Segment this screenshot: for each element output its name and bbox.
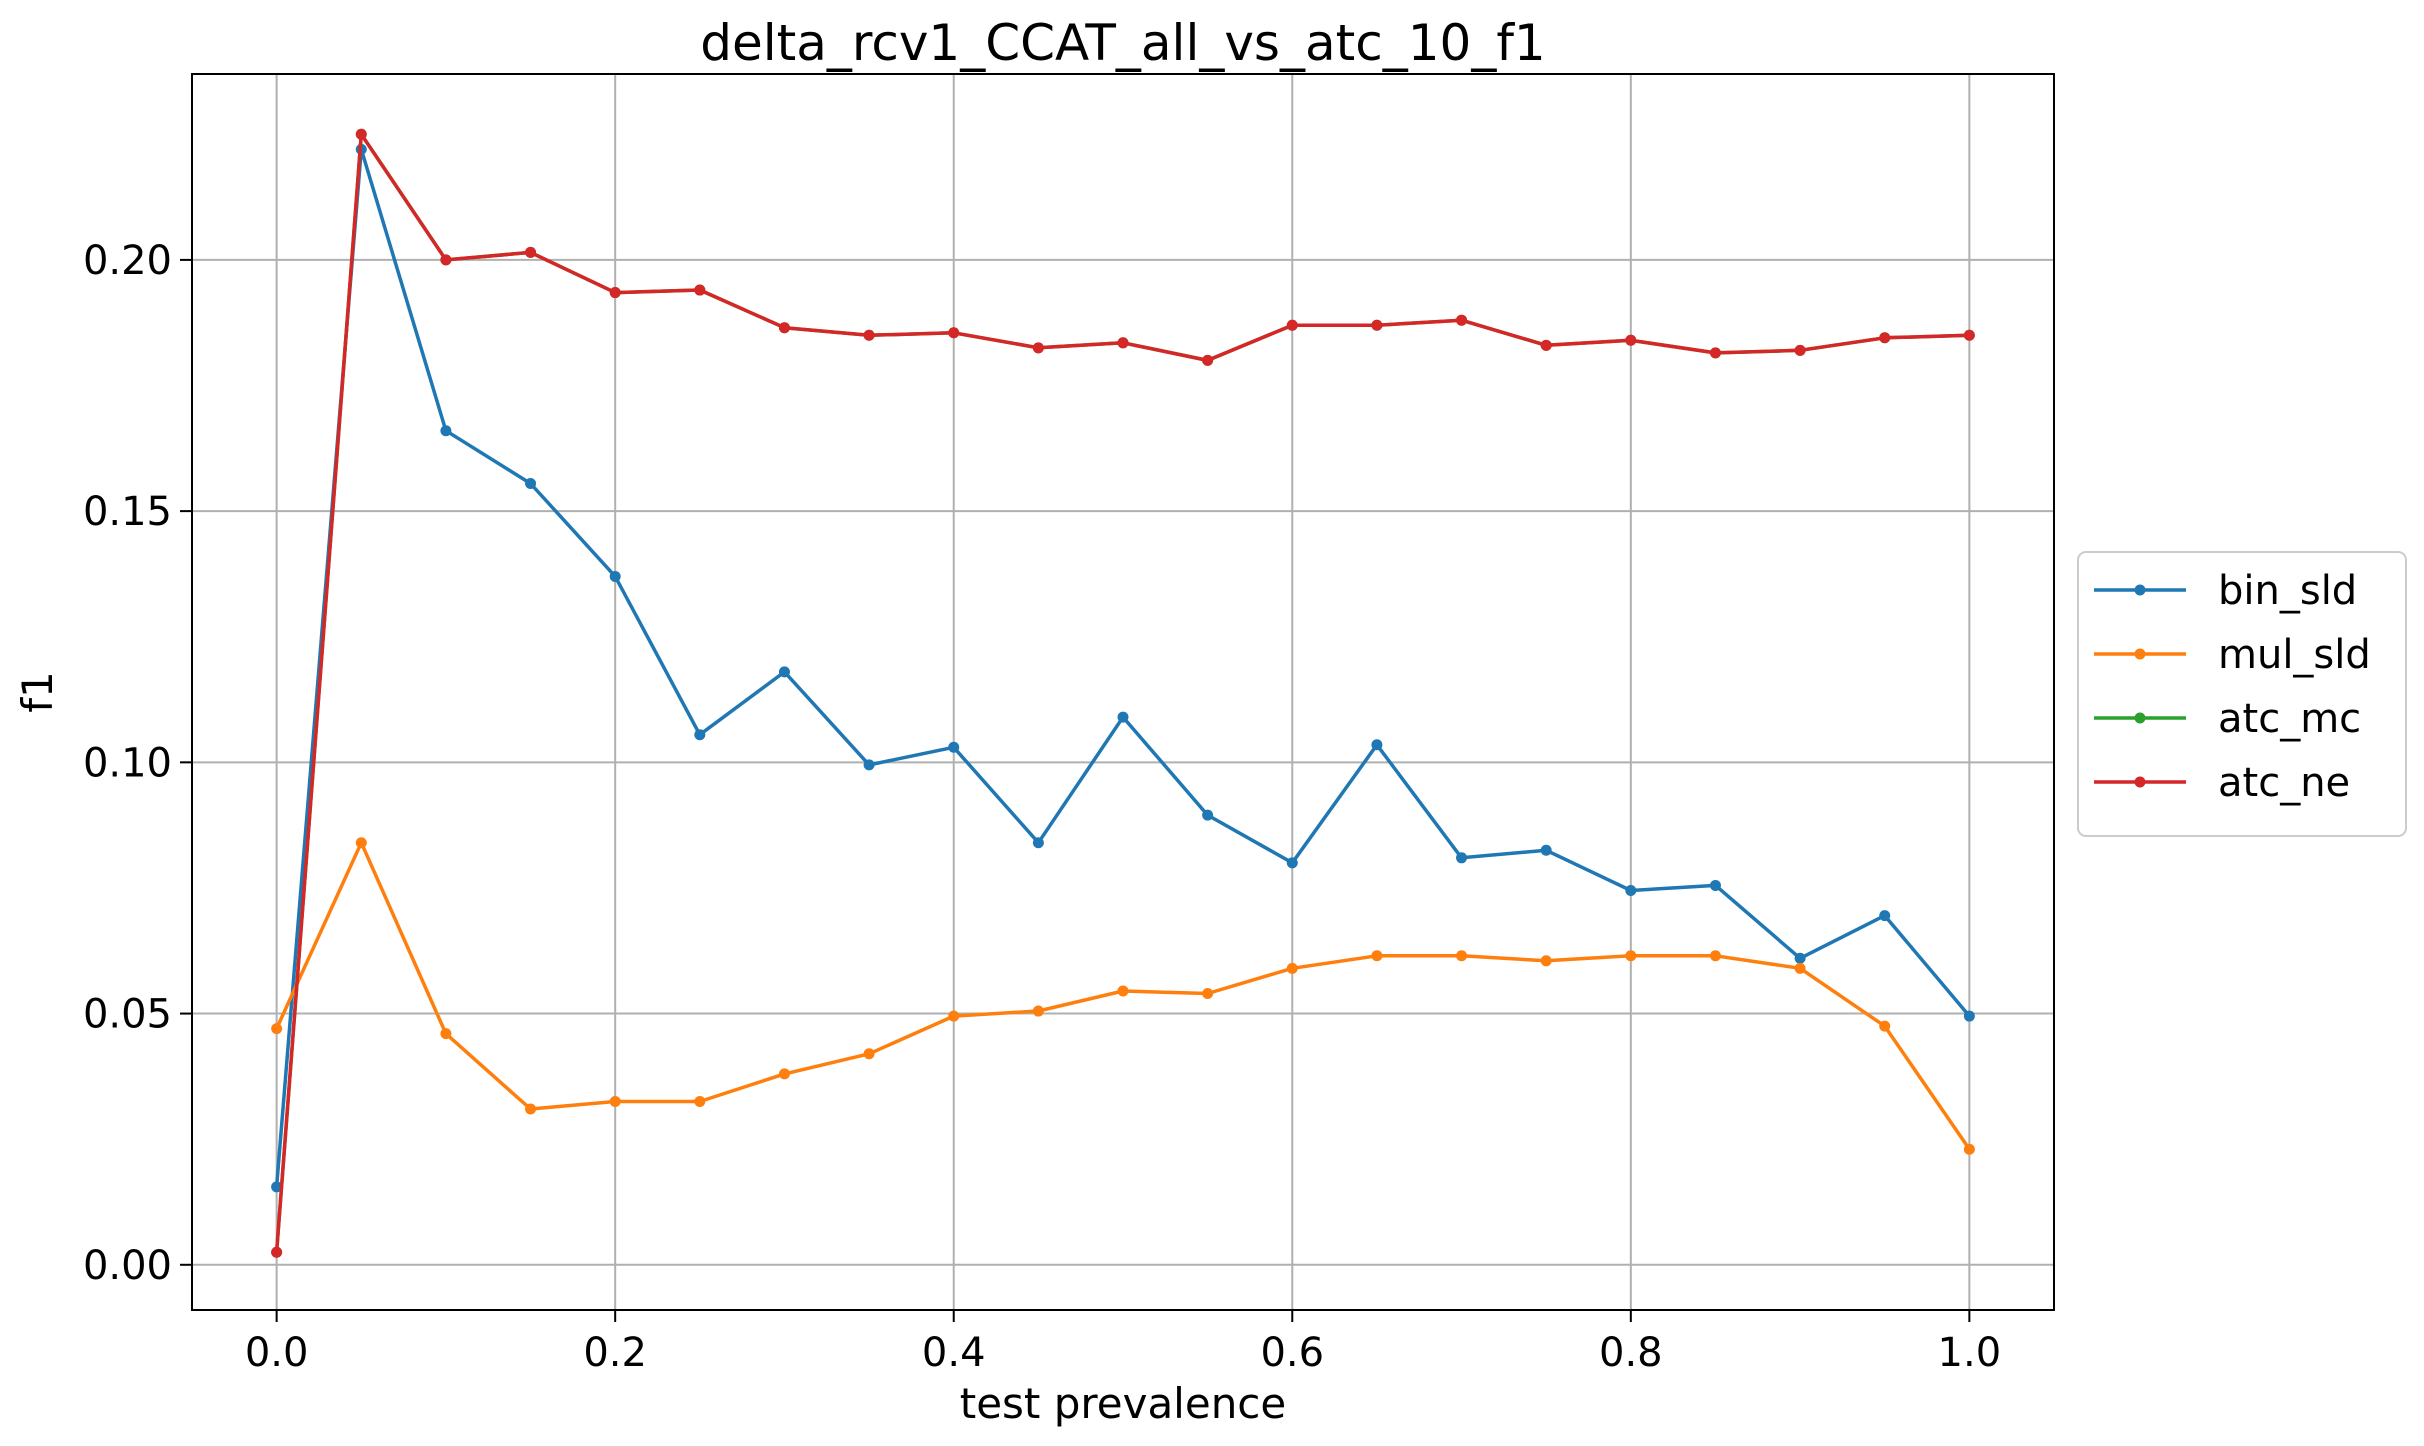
data-point (1032, 837, 1044, 849)
data-point (1202, 987, 1214, 999)
data-point (1032, 342, 1044, 354)
data-point (355, 837, 367, 849)
y-tick-label: 0.00 (83, 1243, 172, 1289)
data-point (1286, 857, 1298, 869)
data-point (1625, 950, 1637, 962)
data-point (948, 327, 960, 339)
data-point (271, 1246, 283, 1258)
data-point (1794, 962, 1806, 974)
data-point (271, 1181, 283, 1193)
data-point (1286, 319, 1298, 331)
legend-marker (2134, 712, 2146, 724)
data-point (863, 1048, 875, 1060)
data-point (609, 1095, 621, 1107)
x-axis-title: test prevalence (960, 1379, 1287, 1428)
legend-label: atc_mc (2218, 696, 2361, 742)
data-point (1286, 962, 1298, 974)
y-tick-label: 0.15 (83, 489, 172, 535)
data-point (1879, 910, 1891, 922)
y-tick-label: 0.10 (83, 740, 172, 786)
series-atc-ne (271, 128, 1975, 1258)
series-mul-sld (271, 837, 1975, 1155)
legend-entry: bin_sld (2094, 568, 2357, 614)
legend-entry: mul_sld (2094, 632, 2371, 678)
data-point (355, 128, 367, 140)
data-point (1202, 354, 1214, 366)
data-point (778, 1068, 790, 1080)
data-point (440, 1028, 452, 1040)
grid (192, 74, 2054, 1310)
data-point (1117, 985, 1129, 997)
data-point (1117, 337, 1129, 349)
data-point (1371, 319, 1383, 331)
data-point (1963, 1010, 1975, 1022)
x-tick-label: 0.4 (922, 1330, 986, 1376)
chart-title: delta_rcv1_CCAT_all_vs_atc_10_f1 (700, 14, 1546, 72)
data-point (1032, 1005, 1044, 1017)
data-point (694, 729, 706, 741)
data-point (694, 1095, 706, 1107)
data-point (1879, 332, 1891, 344)
data-point (1540, 339, 1552, 351)
data-point (609, 570, 621, 582)
data-point (1456, 950, 1468, 962)
data-point (1794, 952, 1806, 964)
data-point (1879, 1020, 1891, 1032)
legend: bin_sld mul_sld atc_mc atc_ne (2077, 551, 2407, 837)
data-point (694, 284, 706, 296)
data-point (1456, 314, 1468, 326)
legend-frame (2077, 551, 2407, 837)
series-lines (271, 128, 1975, 1258)
legend-label: bin_sld (2218, 568, 2357, 614)
data-point (1117, 711, 1129, 723)
data-point (1371, 739, 1383, 751)
data-point (948, 1010, 960, 1022)
plot-area-frame (191, 73, 2055, 1311)
data-point (948, 741, 960, 753)
legend-marker (2134, 584, 2146, 596)
data-point (1202, 809, 1214, 821)
data-point (1540, 844, 1552, 856)
data-point (1963, 1143, 1975, 1155)
x-tick-label: 0.2 (583, 1330, 647, 1376)
legend-entry: atc_ne (2094, 760, 2350, 806)
data-point (1540, 955, 1552, 967)
data-point (778, 322, 790, 334)
data-point (863, 329, 875, 341)
data-point (1625, 884, 1637, 896)
y-axis-title: f1 (13, 671, 62, 713)
x-tick-label: 0.8 (1599, 1330, 1663, 1376)
data-point (525, 1103, 537, 1115)
x-tick-label: 0.0 (245, 1330, 309, 1376)
data-point (1371, 950, 1383, 962)
data-point (1625, 334, 1637, 346)
y-tick-label: 0.05 (83, 992, 172, 1038)
data-point (440, 425, 452, 437)
legend-marker (2134, 648, 2146, 660)
data-point (1709, 347, 1721, 359)
x-tick-label: 1.0 (1938, 1330, 2002, 1376)
data-point (778, 666, 790, 678)
data-point (1709, 879, 1721, 891)
x-tick-label: 0.6 (1260, 1330, 1324, 1376)
legend-entry: atc_mc (2094, 696, 2361, 742)
axis-ticks: 0.0 0.2 0.4 0.6 0.8 1.0 0.00 0.05 0.10 0.15 0.20 (83, 238, 2001, 1376)
data-point (1963, 329, 1975, 341)
data-point (1794, 344, 1806, 356)
data-point (440, 254, 452, 266)
data-point (525, 246, 537, 258)
data-point (1709, 950, 1721, 962)
y-tick-label: 0.20 (83, 238, 172, 284)
data-point (1456, 852, 1468, 864)
legend-label: mul_sld (2218, 632, 2371, 678)
data-point (863, 759, 875, 771)
legend-label: atc_ne (2218, 760, 2350, 806)
data-point (271, 1023, 283, 1035)
data-point (609, 287, 621, 299)
legend-marker (2134, 776, 2146, 788)
data-point (525, 477, 537, 489)
